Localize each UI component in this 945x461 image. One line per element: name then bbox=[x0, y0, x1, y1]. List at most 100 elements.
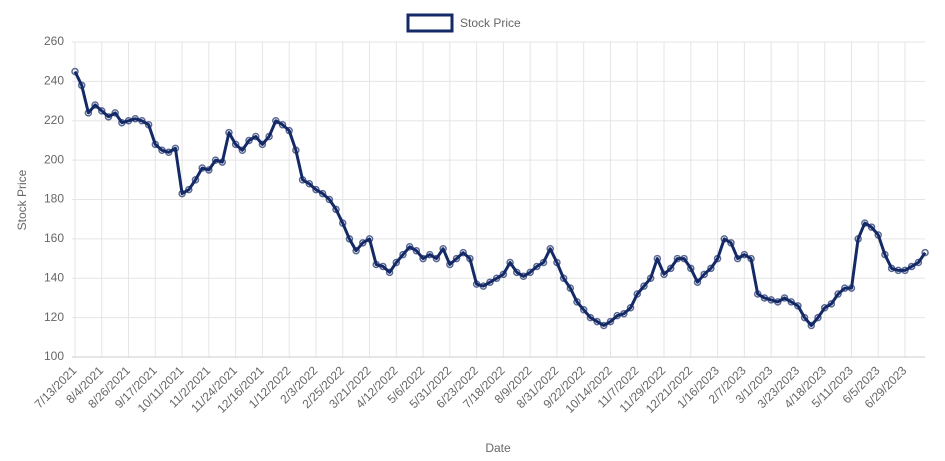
point bbox=[379, 262, 387, 271]
point bbox=[693, 278, 702, 286]
point bbox=[439, 244, 447, 253]
point bbox=[459, 248, 467, 257]
point bbox=[533, 262, 541, 271]
point bbox=[245, 136, 253, 145]
point bbox=[646, 274, 655, 282]
point bbox=[251, 132, 260, 141]
point bbox=[566, 284, 575, 292]
point bbox=[138, 117, 146, 125]
point bbox=[887, 264, 896, 273]
point bbox=[185, 185, 193, 194]
point bbox=[225, 128, 233, 137]
point bbox=[513, 268, 521, 277]
point bbox=[352, 246, 360, 255]
point bbox=[653, 254, 662, 263]
point bbox=[613, 311, 621, 320]
y-tick-label: 240 bbox=[44, 74, 64, 88]
point bbox=[526, 268, 534, 277]
point bbox=[834, 290, 842, 298]
point bbox=[71, 67, 79, 76]
point bbox=[211, 156, 220, 164]
point bbox=[419, 254, 427, 263]
point bbox=[178, 189, 186, 198]
y-tick-label: 180 bbox=[44, 192, 64, 206]
point bbox=[914, 258, 923, 267]
point bbox=[446, 260, 454, 269]
point bbox=[499, 270, 508, 279]
y-tick-label: 260 bbox=[44, 34, 64, 48]
point bbox=[191, 176, 200, 184]
point bbox=[827, 300, 836, 308]
point bbox=[559, 274, 568, 282]
point bbox=[285, 126, 293, 135]
point bbox=[660, 270, 668, 279]
point bbox=[687, 264, 695, 273]
point bbox=[713, 254, 722, 263]
point bbox=[171, 144, 180, 153]
point bbox=[124, 117, 133, 125]
point bbox=[881, 250, 889, 259]
point bbox=[292, 146, 300, 155]
point bbox=[921, 248, 929, 257]
point bbox=[104, 113, 113, 121]
point bbox=[131, 115, 139, 123]
point bbox=[325, 195, 334, 204]
point bbox=[700, 270, 708, 279]
point bbox=[633, 290, 642, 298]
y-tick-label: 220 bbox=[44, 113, 64, 127]
point bbox=[774, 298, 782, 306]
point bbox=[466, 254, 474, 263]
y-axis-title: Stock Price bbox=[15, 169, 29, 230]
point bbox=[907, 262, 916, 271]
point bbox=[77, 81, 86, 90]
point bbox=[198, 164, 206, 172]
point bbox=[278, 120, 287, 129]
point bbox=[365, 235, 374, 243]
point bbox=[747, 254, 755, 263]
point bbox=[164, 148, 173, 156]
legend-swatch bbox=[406, 13, 454, 33]
point bbox=[787, 298, 795, 306]
point bbox=[144, 120, 153, 129]
point bbox=[506, 258, 514, 267]
point bbox=[158, 146, 166, 155]
point bbox=[258, 140, 267, 149]
point bbox=[238, 146, 247, 155]
point bbox=[298, 176, 307, 184]
point bbox=[620, 309, 628, 318]
point bbox=[399, 250, 407, 259]
y-tick-label: 120 bbox=[44, 310, 64, 324]
point bbox=[600, 321, 608, 330]
point bbox=[593, 317, 601, 326]
point bbox=[218, 158, 227, 166]
point bbox=[794, 302, 802, 310]
point bbox=[814, 313, 822, 322]
point bbox=[205, 166, 213, 174]
point bbox=[546, 244, 554, 253]
point bbox=[305, 180, 314, 188]
point bbox=[727, 239, 735, 247]
point bbox=[479, 282, 488, 290]
point bbox=[606, 317, 615, 326]
point bbox=[84, 109, 93, 117]
point bbox=[820, 304, 829, 312]
point bbox=[800, 313, 809, 322]
point bbox=[332, 205, 340, 214]
point bbox=[345, 235, 354, 243]
point bbox=[626, 304, 635, 312]
y-tick-label: 100 bbox=[44, 349, 64, 363]
point bbox=[847, 284, 856, 292]
point bbox=[553, 258, 561, 267]
point bbox=[359, 239, 367, 247]
point bbox=[519, 272, 528, 281]
y-tick-label: 200 bbox=[44, 152, 64, 166]
point bbox=[492, 274, 501, 282]
point bbox=[338, 219, 347, 227]
point bbox=[318, 189, 327, 198]
point bbox=[740, 250, 749, 259]
point bbox=[151, 140, 160, 149]
point bbox=[265, 132, 273, 141]
point bbox=[760, 294, 769, 302]
point bbox=[767, 296, 775, 304]
